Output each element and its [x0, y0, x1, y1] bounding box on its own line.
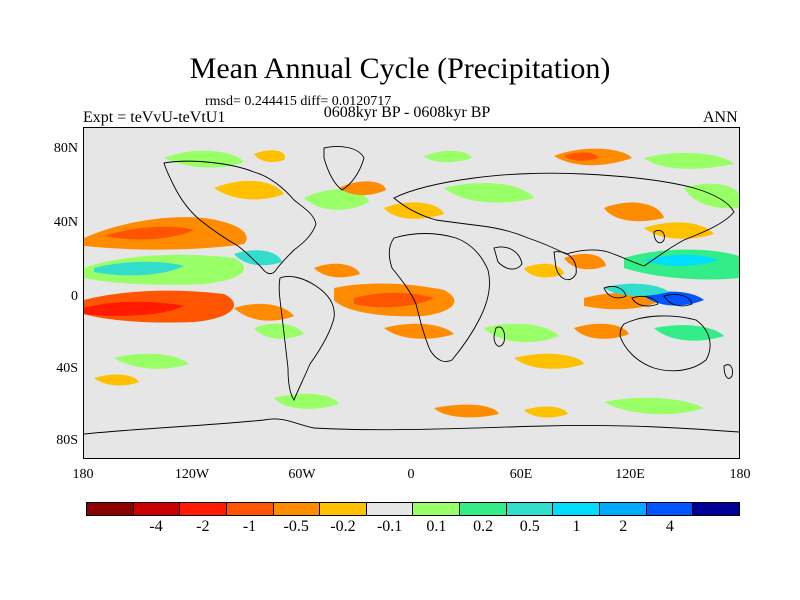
colorbar-tick-label: -2 — [196, 518, 210, 535]
statistics-label: rmsd= 0.244415 diff= 0.0120717 — [205, 94, 392, 109]
colorbar-swatch — [320, 503, 367, 515]
lat-tick-label: 0 — [71, 289, 78, 304]
lon-tick-label: 60E — [509, 467, 533, 482]
lon-tick-label: 180 — [729, 467, 751, 482]
lat-tick-label: 80S — [56, 433, 78, 448]
coastline-layer — [84, 146, 739, 435]
colorbar-tick-label: -0.5 — [283, 518, 309, 535]
colorbar-tick-label: 0.1 — [426, 518, 447, 535]
colorbar-swatch — [506, 503, 554, 515]
lon-tick-label: 180 — [72, 467, 94, 482]
colorbar-swatch — [87, 503, 134, 515]
colorbar-swatch — [600, 503, 647, 515]
colorbar-tick-label: 1 — [572, 518, 581, 535]
colorbar — [86, 502, 740, 516]
colorbar-swatch — [646, 503, 694, 515]
colorbar-swatch — [413, 503, 461, 515]
lat-tick-label: 40S — [56, 361, 78, 376]
lon-tick-label: 120E — [615, 467, 645, 482]
anomaly-fill-layer — [84, 148, 739, 418]
colorbar-swatch — [180, 503, 227, 515]
colorbar-swatch — [366, 503, 414, 515]
precipitation-map — [84, 128, 739, 458]
colorbar-tick-label: 0.5 — [519, 518, 540, 535]
lat-tick-label: 40N — [53, 215, 78, 230]
lon-tick-label: 60W — [288, 467, 316, 482]
colorbar-swatch — [460, 503, 507, 515]
colorbar-swatch — [553, 503, 601, 515]
colorbar-swatch — [693, 503, 739, 515]
colorbar-swatch — [273, 503, 321, 515]
colorbar-tick-label: -4 — [149, 518, 163, 535]
colorbar-tick-label: 4 — [665, 518, 674, 535]
colorbar-tick-label: 2 — [619, 518, 628, 535]
colorbar-tick-label: -0.2 — [330, 518, 356, 535]
colorbar-swatch — [226, 503, 274, 515]
lon-tick-label: 0 — [407, 467, 415, 482]
experiment-label: Expt = teVvU-teVtU1 — [83, 109, 226, 126]
figure-title: Mean Annual Cycle (Precipitation) — [189, 52, 611, 85]
season-label: ANN — [703, 109, 738, 126]
period-label: 0608kyr BP - 0608kyr BP — [323, 104, 491, 121]
map-panel — [83, 127, 740, 459]
colorbar-tick-label: -1 — [242, 518, 257, 535]
colorbar-tick-label: -0.1 — [376, 518, 403, 535]
lon-tick-label: 120W — [174, 467, 210, 482]
colorbar-swatch — [133, 503, 181, 515]
lat-tick-label: 80N — [53, 141, 78, 156]
colorbar-tick-label: 0.2 — [473, 518, 494, 535]
